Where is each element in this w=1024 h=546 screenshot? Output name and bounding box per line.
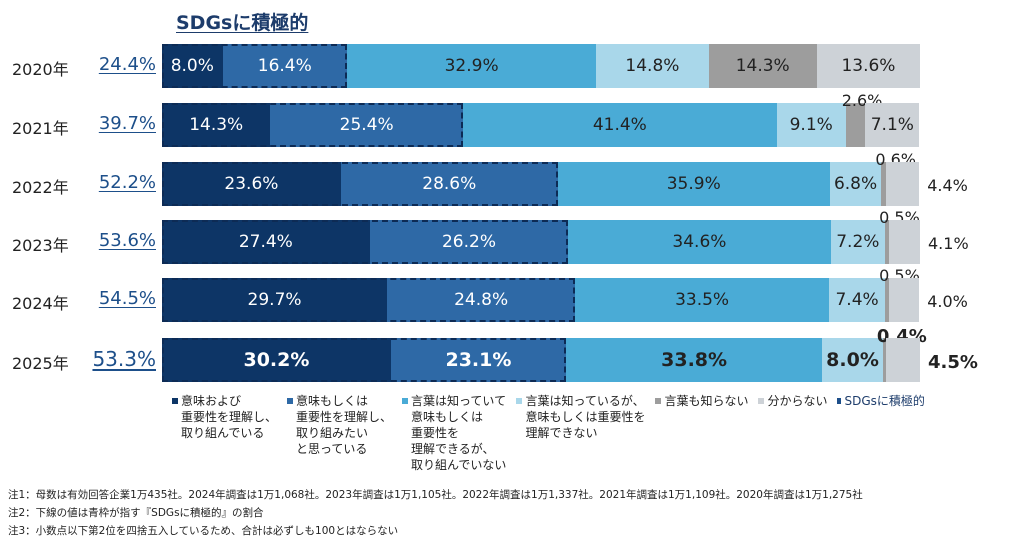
bar-segment: 33.5% xyxy=(575,278,830,322)
bar-segment: 14.3% xyxy=(708,44,817,88)
legend: 意味および 重要性を理解し、 取り組んでいる 意味もしくは 重要性を理解し、 取り… xyxy=(172,393,935,473)
total-label: 53.6% xyxy=(98,230,156,251)
bar-segment: 28.6% xyxy=(340,162,558,206)
legend-item: 言葉も知らない xyxy=(655,393,748,473)
legend-label: 言葉は知っていて 意味もしくは 重要性を 理解できるが、 取り組んでいない xyxy=(411,394,507,472)
bar-segment: 7.2% xyxy=(830,220,886,264)
bar-value-label: 4.0% xyxy=(927,292,968,311)
year-label: 2024年 xyxy=(12,294,69,313)
bar-segment: 32.9% xyxy=(346,44,597,88)
bar-segment: 14.8% xyxy=(596,44,709,88)
year-label: 2020年 xyxy=(12,60,69,79)
legend-item: 意味もしくは 重要性を理解し、 取り組みたい と思っている xyxy=(287,393,392,473)
year-label: 2021年 xyxy=(12,119,69,138)
legend-item-sdgs: SDGsに積極的 xyxy=(837,393,925,473)
legend-label: 言葉は知っているが、 意味もしくは重要性を 理解できない xyxy=(525,394,646,440)
bar-segment: 7.1% xyxy=(865,103,920,147)
year-label: 2025年 xyxy=(12,354,69,373)
legend-swatch xyxy=(516,398,523,404)
bar-segment: 23.6% xyxy=(162,162,341,206)
legend-swatch xyxy=(172,398,178,404)
legend-swatch xyxy=(758,398,765,404)
bar-segment xyxy=(888,220,920,264)
bar-segment: 26.2% xyxy=(369,220,569,264)
legend-label: 言葉も知らない xyxy=(664,394,749,408)
bar-segment: 27.4% xyxy=(162,220,370,264)
bar-segment: 34.6% xyxy=(568,220,831,264)
bar-value-label: 4.5% xyxy=(928,352,978,373)
legend-underline-marker xyxy=(837,398,842,404)
note-1: 注1：母数は有効回答企業1万435社。2024年調査は1万1,068社。2023… xyxy=(8,489,863,501)
legend-item: 意味および 重要性を理解し、 取り組んでいる xyxy=(172,393,277,473)
total-label: 24.4% xyxy=(98,54,156,75)
note-2: 注2：下線の値は青枠が指す『SDGsに積極的』の割合 xyxy=(8,507,264,519)
total-label: 53.3% xyxy=(92,347,156,371)
legend-label: 意味もしくは 重要性を理解し、 取り組みたい と思っている xyxy=(296,394,393,456)
bar-segment: 29.7% xyxy=(162,278,388,322)
legend-swatch xyxy=(402,398,409,404)
legend-item: 分からない xyxy=(758,393,827,473)
legend-item: 言葉は知っていて 意味もしくは 重要性を 理解できるが、 取り組んでいない xyxy=(402,393,506,473)
bar-segment: 24.8% xyxy=(387,278,576,322)
bar-segment: 9.1% xyxy=(776,103,846,147)
bar-value-label: 4.4% xyxy=(927,176,968,195)
legend-label: SDGsに積極的 xyxy=(844,394,925,408)
bar-segment xyxy=(885,220,889,264)
legend-label: 意味および 重要性を理解し、 取り組んでいる xyxy=(181,394,278,440)
bar-segment xyxy=(881,162,886,206)
bar-segment xyxy=(885,338,920,382)
legend-item: 言葉は知っているが、 意味もしくは重要性を 理解できない xyxy=(516,393,645,473)
notes: 注1：母数は有効回答企業1万435社。2024年調査は1万1,068社。2023… xyxy=(8,486,863,540)
bar-segment xyxy=(845,103,866,147)
total-label: 54.5% xyxy=(98,288,156,309)
bar-segment xyxy=(882,338,886,382)
legend-swatch xyxy=(655,398,662,404)
note-3: 注3：小数点以下第2位を四捨五入しているため、合計は必ずしも100とはならない xyxy=(8,525,399,537)
bar-segment: 16.4% xyxy=(222,44,347,88)
year-label: 2023年 xyxy=(12,236,69,255)
bar-segment xyxy=(885,162,920,206)
bar-segment: 6.8% xyxy=(829,162,882,206)
bar-segment: 41.4% xyxy=(462,103,777,147)
total-label: 39.7% xyxy=(98,113,156,134)
bar-segment: 30.2% xyxy=(162,338,391,382)
bar-segment: 33.8% xyxy=(566,338,823,382)
bar-segment: 14.3% xyxy=(162,103,271,147)
total-label: 52.2% xyxy=(98,172,156,193)
year-label: 2022年 xyxy=(12,178,69,197)
legend-label: 分からない xyxy=(767,394,828,408)
bar-segment: 13.6% xyxy=(816,44,920,88)
bar-segment: 8.0% xyxy=(162,44,223,88)
chart-title: SDGsに積極的 xyxy=(176,12,309,34)
bar-segment xyxy=(885,278,889,322)
legend-swatch xyxy=(287,398,294,404)
bar-segment xyxy=(888,278,920,322)
bar-segment: 8.0% xyxy=(822,338,883,382)
bar-segment: 25.4% xyxy=(270,103,463,147)
bar-segment: 23.1% xyxy=(390,338,566,382)
bar-segment: 7.4% xyxy=(829,278,886,322)
bar-value-label: 4.1% xyxy=(928,234,969,253)
bar-segment: 35.9% xyxy=(557,162,830,206)
